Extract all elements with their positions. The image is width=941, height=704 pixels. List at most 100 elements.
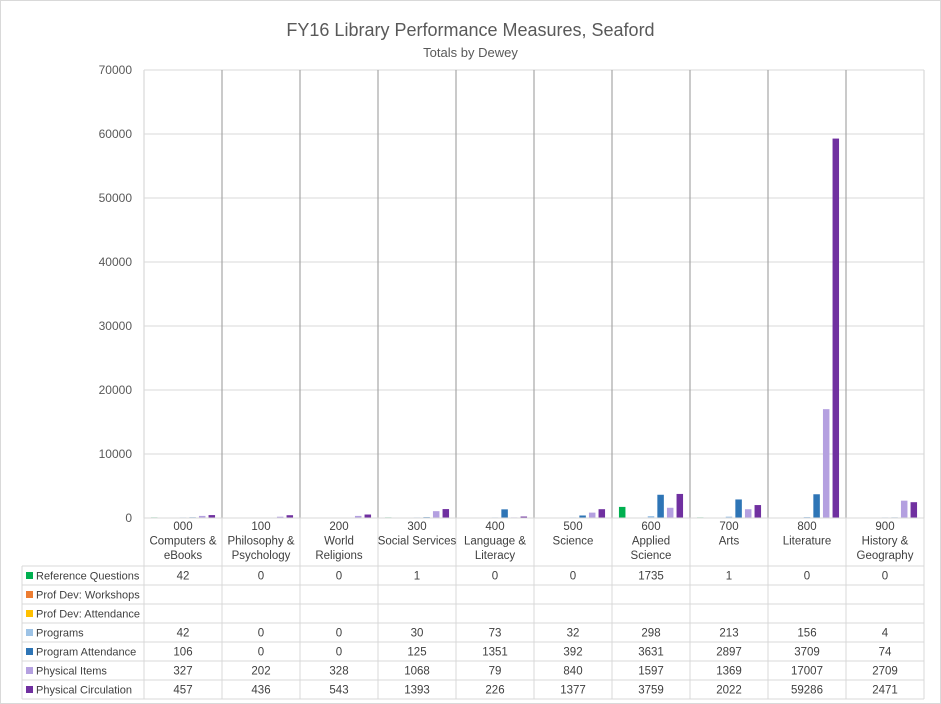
bar xyxy=(598,509,606,518)
data-label: 1369 xyxy=(716,666,742,678)
bar xyxy=(579,515,586,518)
data-label: 106 xyxy=(173,647,192,659)
legend-label: Physical Circulation xyxy=(36,685,132,697)
data-label: 59286 xyxy=(791,685,823,697)
data-label: 32 xyxy=(567,628,580,640)
y-tick-label: 10000 xyxy=(99,447,133,461)
category-label: Science xyxy=(631,550,672,562)
bar xyxy=(822,409,830,518)
bar xyxy=(676,493,684,518)
category-label: 300 xyxy=(407,521,426,533)
data-label: 328 xyxy=(329,666,348,678)
bar xyxy=(442,509,450,518)
bar xyxy=(276,516,284,518)
category-label: 600 xyxy=(641,521,660,533)
data-label: 3709 xyxy=(794,647,820,659)
category-label: 900 xyxy=(875,521,894,533)
data-label: 0 xyxy=(570,571,576,583)
category-label: 800 xyxy=(797,521,816,533)
data-label: 156 xyxy=(797,628,816,640)
data-label: 1377 xyxy=(560,685,586,697)
category-label: Social Services xyxy=(378,536,457,548)
data-label: 0 xyxy=(336,571,342,583)
legend-key xyxy=(26,591,33,598)
legend-key xyxy=(26,572,33,579)
y-tick-label: 50000 xyxy=(99,191,133,205)
data-label: 1068 xyxy=(404,666,430,678)
bar xyxy=(666,507,674,518)
bar xyxy=(735,499,742,518)
data-label: 213 xyxy=(719,628,738,640)
data-label: 79 xyxy=(489,666,502,678)
category-label: Literacy xyxy=(475,550,516,562)
data-label: 4 xyxy=(882,628,889,640)
legend-key xyxy=(26,610,33,617)
bar xyxy=(900,500,908,518)
bar xyxy=(354,515,362,518)
bar xyxy=(198,515,206,518)
data-label: 42 xyxy=(177,571,190,583)
legend-label: Prof Dev: Attendance xyxy=(36,609,140,621)
category-label: Applied xyxy=(632,536,670,548)
category-label: 000 xyxy=(173,521,192,533)
legend-label: Reference Questions xyxy=(36,571,140,583)
category-label: Literature xyxy=(783,536,832,548)
data-label: 1351 xyxy=(482,647,508,659)
bar xyxy=(832,138,840,518)
category-label: Philosophy & xyxy=(227,536,294,548)
data-label: 436 xyxy=(251,685,270,697)
category-label: Geography xyxy=(857,550,914,562)
data-label: 2471 xyxy=(872,685,898,697)
data-label: 73 xyxy=(489,628,502,640)
data-label: 543 xyxy=(329,685,348,697)
chart-subtitle: Totals by Dewey xyxy=(423,45,518,60)
y-tick-label: 0 xyxy=(125,511,132,525)
data-label: 2022 xyxy=(716,685,742,697)
y-tick-label: 40000 xyxy=(99,255,133,269)
category-label: Language & xyxy=(464,536,526,548)
category-label: Science xyxy=(553,536,594,548)
category-label: 200 xyxy=(329,521,348,533)
bar xyxy=(364,514,372,518)
legend-label: Program Attendance xyxy=(36,647,136,659)
bar xyxy=(647,516,655,518)
data-label: 0 xyxy=(258,571,264,583)
y-tick-label: 30000 xyxy=(99,319,133,333)
data-label: 2897 xyxy=(716,647,742,659)
data-label: 2709 xyxy=(872,666,898,678)
bar xyxy=(725,516,733,518)
category-label: 100 xyxy=(251,521,270,533)
category-label: 500 xyxy=(563,521,582,533)
data-label: 0 xyxy=(804,571,810,583)
category-label: Religions xyxy=(315,550,363,562)
data-label: 226 xyxy=(485,685,504,697)
category-label: 700 xyxy=(719,521,738,533)
data-label: 840 xyxy=(563,666,582,678)
data-label: 392 xyxy=(563,647,582,659)
bar xyxy=(520,516,528,518)
legend-label: Prof Dev: Workshops xyxy=(36,590,140,602)
category-label: Arts xyxy=(719,536,740,548)
data-label: 30 xyxy=(411,628,424,640)
category-label: Computers & xyxy=(149,536,216,548)
bar xyxy=(754,505,762,518)
category-label: Psychology xyxy=(232,550,291,562)
data-label: 0 xyxy=(336,647,342,659)
data-label: 1735 xyxy=(638,571,664,583)
y-tick-label: 70000 xyxy=(99,63,133,77)
data-label: 327 xyxy=(173,666,192,678)
bar xyxy=(910,502,918,518)
bar xyxy=(618,506,626,518)
data-label: 17007 xyxy=(791,666,823,678)
data-label: 298 xyxy=(641,628,660,640)
legend-key xyxy=(26,648,33,655)
category-label: eBooks xyxy=(164,550,203,562)
legend-label: Physical Items xyxy=(36,666,107,678)
bar xyxy=(813,494,820,518)
data-label: 0 xyxy=(882,571,888,583)
data-label: 42 xyxy=(177,628,190,640)
bar xyxy=(588,512,596,518)
data-label: 74 xyxy=(879,647,892,659)
chart-title: FY16 Library Performance Measures, Seafo… xyxy=(286,20,655,40)
